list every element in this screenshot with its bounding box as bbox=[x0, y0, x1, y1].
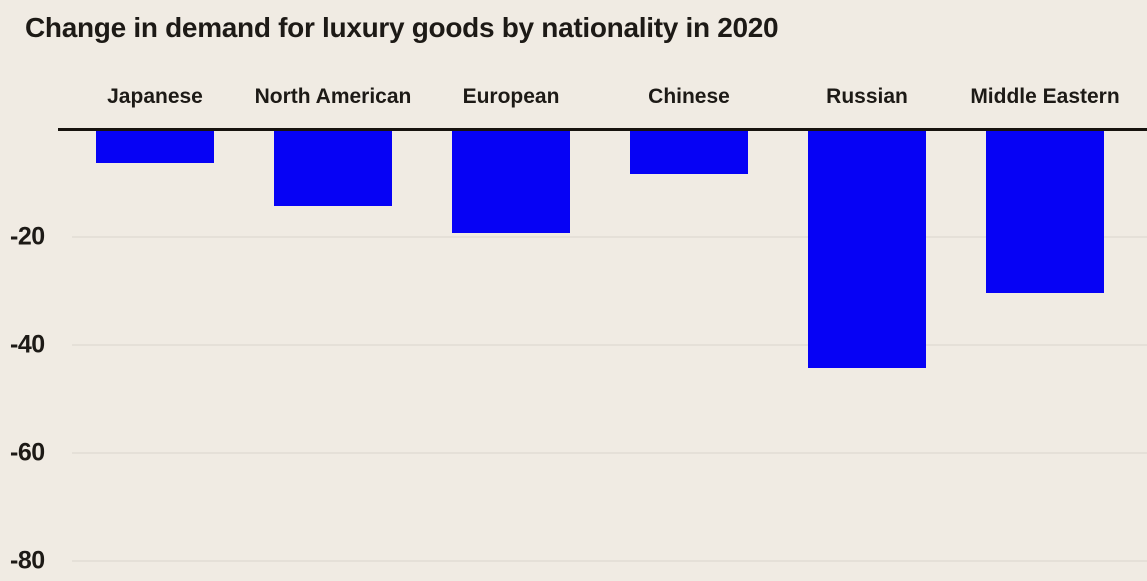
bar-european bbox=[452, 131, 570, 234]
category-label: North American bbox=[254, 85, 412, 108]
y-tick-label: -80 bbox=[10, 546, 45, 575]
zero-baseline bbox=[58, 128, 1147, 131]
gridline bbox=[72, 344, 1147, 347]
category-label: Middle Eastern bbox=[970, 85, 1120, 108]
bar-russian bbox=[808, 131, 926, 369]
bar-north-american bbox=[274, 131, 392, 207]
y-tick-label: -20 bbox=[10, 222, 45, 251]
y-tick-label: -40 bbox=[10, 330, 45, 359]
chart-title: Change in demand for luxury goods by nat… bbox=[25, 12, 779, 43]
bar-middle-eastern bbox=[986, 131, 1104, 293]
category-label: European bbox=[462, 85, 560, 108]
gridline bbox=[72, 559, 1147, 562]
bar-chinese bbox=[630, 131, 748, 175]
category-label: Russian bbox=[826, 85, 908, 108]
category-label: Chinese bbox=[648, 85, 730, 108]
y-tick-label: -60 bbox=[10, 438, 45, 467]
gridline bbox=[72, 451, 1147, 454]
bar-japanese bbox=[96, 131, 214, 164]
category-label: Japanese bbox=[107, 85, 203, 108]
gridline bbox=[72, 236, 1147, 239]
